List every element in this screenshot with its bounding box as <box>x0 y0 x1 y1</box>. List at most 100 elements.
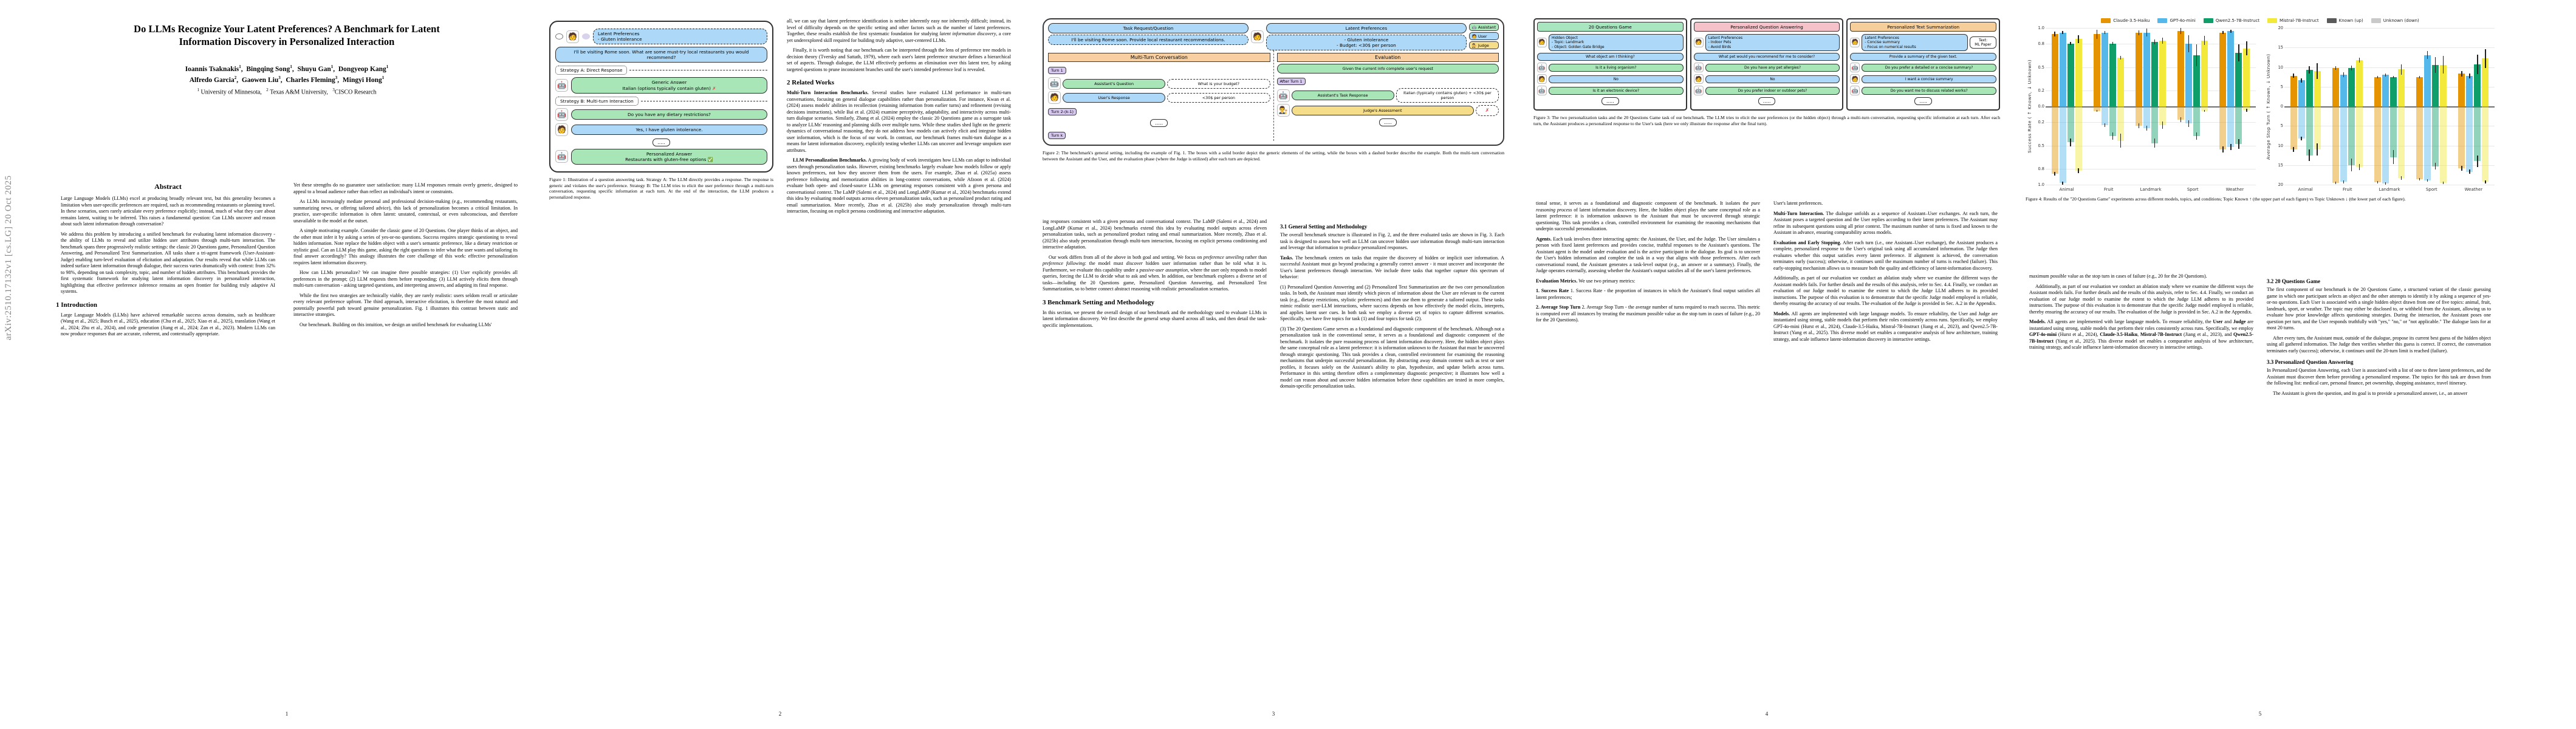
column-right: 3.1 General Setting and Methodology The … <box>1280 219 1504 708</box>
assistant-avatar-icon: 🤖 <box>1850 63 1860 73</box>
page-5-columns: maximum possible value as the stop turn … <box>2009 255 2512 729</box>
bar-group <box>2214 28 2256 185</box>
bar-known <box>2235 53 2242 106</box>
legend-swatch <box>2326 18 2337 23</box>
metric-1: 1. Success Rate 1. Success Rate - the pr… <box>1536 288 1760 300</box>
ellipsis-box: ..... <box>1758 97 1776 106</box>
legend-item: Unknown (down) <box>2371 18 2419 23</box>
assistant-avatar-icon: 🤖 <box>555 150 568 163</box>
author-2: Bingqing Song <box>246 66 290 74</box>
abstract-heading: Abstract <box>154 182 182 191</box>
personalized-answer-body: Restaurants with gluten-free options <box>625 156 707 162</box>
page-3: Task Request/Question I'll be visiting R… <box>1022 0 1525 729</box>
assistant-question-2: Is it an electronic device? <box>1549 86 1684 95</box>
user-avatar-icon: 🧑 <box>1250 30 1264 44</box>
author-1: Ioannis Tsaknakis <box>185 66 239 74</box>
bar-known <box>2482 58 2489 106</box>
generic-answer-title: Generic Answer <box>651 80 687 86</box>
legend-judge: 👨‍⚖️ Judge <box>1468 41 1499 49</box>
latent-row: 🧑 Latent Preferences - Indoor Pets - Avo… <box>1693 34 1840 51</box>
assistant-avatar-icon: 🤖 <box>555 79 568 92</box>
bar-unknown <box>2136 106 2142 126</box>
bar-slot <box>2314 28 2321 185</box>
turn-2-label: Turn 2-(k-1) <box>1048 108 1077 116</box>
error-bar <box>2054 32 2055 37</box>
gridline <box>2284 165 2495 166</box>
error-bar <box>2204 35 2205 46</box>
rw-p1-body: Several studies have evaluated LLM perfo… <box>787 90 1011 153</box>
assistant-question-2: Do you prefer indoor or outdoor pets? <box>1705 86 1840 95</box>
error-bar <box>2146 29 2148 37</box>
bar-known <box>2398 69 2405 106</box>
page-4: 20 Questions Game 🧑 Hidden Object - Topi… <box>1515 0 2018 729</box>
request-row: What object am I thinking? <box>1537 52 1684 61</box>
rw-continued-2: Our work differs from all of the above i… <box>1043 254 1267 292</box>
error-bar <box>2343 72 2344 77</box>
s32-p2: After every turn, the Assistant must, ou… <box>2267 335 2491 354</box>
figure-3-task-pts: Personalized Text Summarization 🧑 Latent… <box>1846 18 2001 111</box>
metrics-body: We use two primary metrics: <box>1578 278 1636 284</box>
author-list: Ioannis Tsaknakis1, Bingqing Song1, Shuy… <box>53 64 520 97</box>
legend-label: Claude-3.5-Haiku <box>2113 18 2150 23</box>
user-avatar-icon: 🧑 <box>1537 37 1547 47</box>
bar-unknown <box>2151 106 2158 143</box>
bar-slot <box>2227 28 2235 185</box>
error-bar <box>2246 108 2247 112</box>
s33-p2: The Assistant is given the question, and… <box>2273 390 2468 396</box>
error-bar <box>2180 117 2182 122</box>
bar-groups <box>2046 28 2256 185</box>
bar-unknown <box>2059 106 2066 183</box>
s33-p1: In Personalized Question Answering, each… <box>2267 368 2491 386</box>
bar-known <box>2306 70 2313 106</box>
figure-1-generic-answer-row: 🤖 Generic Answer Italian (options typica… <box>555 77 767 94</box>
bar-slot <box>2201 28 2208 185</box>
bar-known <box>2143 32 2150 106</box>
figure-3-caption: Figure 3: The two personalization tasks … <box>1533 115 2000 126</box>
bar-known <box>2075 39 2082 106</box>
error-bar <box>2377 181 2379 184</box>
figure-2-caption: Figure 2: The benchmark's general settin… <box>1043 150 1504 162</box>
error-bar <box>2196 44 2197 67</box>
user-avatar-icon: 🧑 <box>1537 74 1547 84</box>
bar-unknown <box>2067 106 2074 143</box>
error-bar <box>2358 58 2360 63</box>
models-lead: Models. <box>1773 310 1790 317</box>
s31-user-prefs: User's latent preferences. <box>1773 200 1823 206</box>
y-tick: 10 <box>2278 143 2283 148</box>
user-answer-1: I want a concise summary <box>1862 75 1997 83</box>
x-axis-ticks: Animal Fruit Landmark Sport Weather <box>2284 185 2495 192</box>
evaluation-prompt: Given the current info complete user's r… <box>1276 64 1499 74</box>
column-left: tional sense, it serves as a foundationa… <box>1536 200 1760 708</box>
y-tick: 0.2 <box>2038 119 2045 125</box>
y-tick: 0.0 <box>2038 104 2045 109</box>
bar-unknown <box>2243 106 2250 111</box>
column-left: maximum possible value as the stop turn … <box>2029 273 2253 708</box>
y-tick: 0 <box>2280 104 2283 109</box>
error-bar <box>2188 35 2190 52</box>
bar-known <box>2440 64 2447 106</box>
bar-slot <box>2482 28 2489 185</box>
user-answer-1: No <box>1549 75 1684 83</box>
y-axis-label: Success Rate ( ↑ Known, ↓ Unknown) <box>2027 60 2032 154</box>
request-row: What pet would you recommend for me to c… <box>1693 52 1840 61</box>
column-right: User's latent preferences. Multi-Turn In… <box>1773 200 1998 708</box>
intro-paragraph-6: While the first two strategies are techn… <box>293 292 518 318</box>
bar-group <box>2368 28 2410 185</box>
assistant-question-1: Is it a living organism? <box>1549 63 1684 72</box>
turn-1-label: Turn 1 <box>1048 67 1066 75</box>
bar-known <box>2201 40 2208 106</box>
error-bar <box>2238 139 2239 149</box>
intro-paragraph-3: As LLMs increasingly mediate personal an… <box>293 199 518 224</box>
bar-unknown <box>2051 106 2058 174</box>
latent-preferences-label: Latent Preferences <box>1266 23 1467 34</box>
error-bar <box>2435 162 2436 170</box>
bar-group <box>2411 28 2453 185</box>
s31-additional: Additionally, as part of our evaluation … <box>1773 275 1998 307</box>
latent-title: Latent Preferences <box>598 31 640 36</box>
chart-legend: Claude-3.5-Haiku GPT-4o-mini Qwen2.5-7B-In… <box>2026 18 2495 23</box>
user-avatar-icon: 🧑 <box>1693 74 1704 84</box>
bar-known <box>2177 31 2185 106</box>
bar-known <box>2374 77 2381 106</box>
author-3: Shuyu Gan <box>297 66 331 74</box>
author-5: Alfredo Garcia <box>189 76 235 84</box>
